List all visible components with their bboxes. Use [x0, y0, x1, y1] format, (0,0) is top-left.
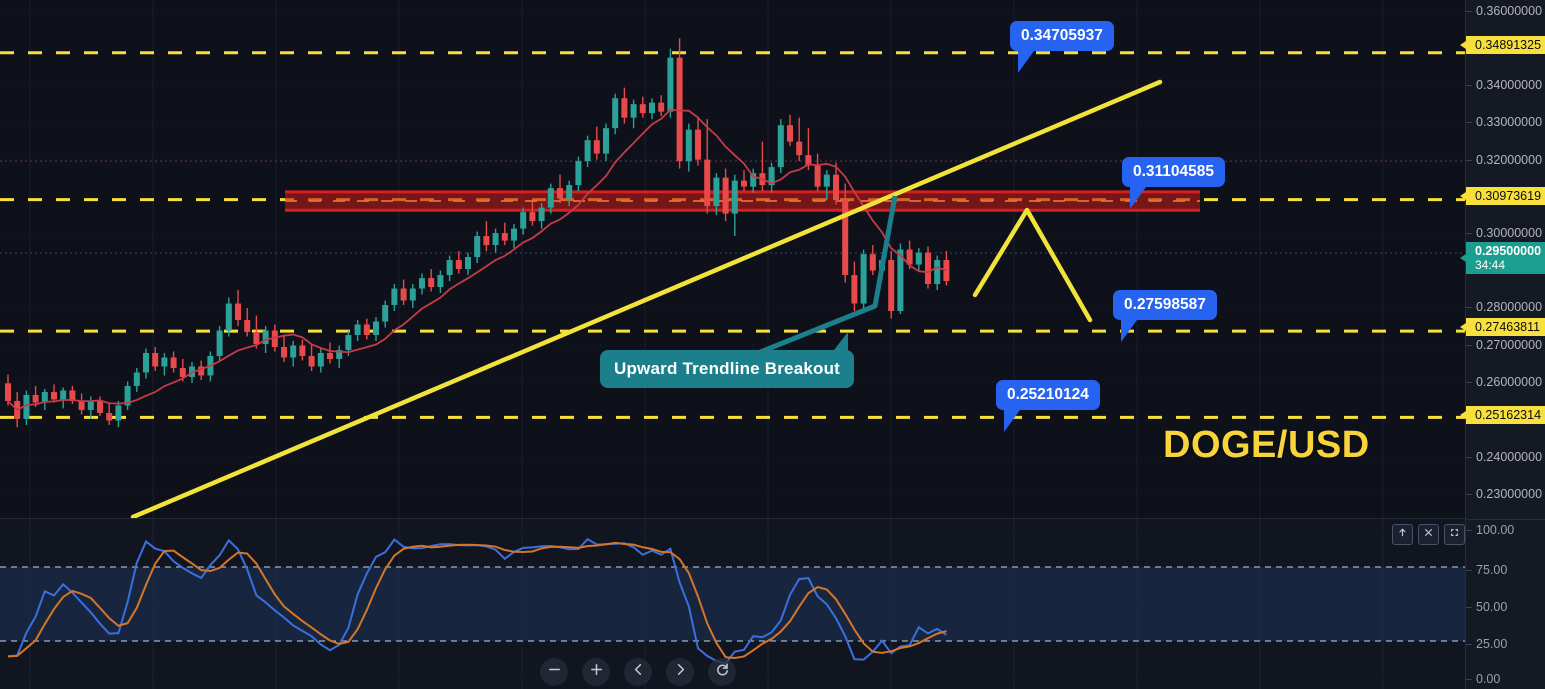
indicator-maximize-button[interactable] [1444, 524, 1465, 545]
axis-tickmark [1466, 679, 1472, 680]
axis-tickmark [1466, 122, 1472, 123]
maximize-icon [1448, 526, 1461, 544]
callout-value: 0.31104585 [1133, 163, 1215, 180]
callout-value: 0.34705937 [1021, 27, 1103, 44]
price-axis-tick: 0.34000000 [1476, 78, 1543, 92]
price-axis-tick: 0.30000000 [1476, 226, 1543, 240]
reset-chart-button[interactable] [708, 658, 736, 686]
callout-resistance-zone[interactable]: 0.31104585 [1122, 157, 1226, 209]
annotation-tail [834, 332, 849, 350]
price-axis[interactable]: 0.36000000 0.34000000 0.33000000 0.32000000… [1460, 0, 1545, 689]
alert-price-label: 0.30973619 [1475, 189, 1542, 203]
arrow-up-icon [1396, 526, 1409, 544]
axis-tickmark [1466, 345, 1472, 346]
axis-tickmark [1466, 233, 1472, 234]
axis-tickmark [1466, 607, 1472, 608]
axis-tickmark [1466, 85, 1472, 86]
indicator-axis-tick: 50.00 [1476, 600, 1508, 614]
pane-divider [0, 518, 1465, 519]
axis-tickmark [1466, 494, 1472, 495]
callout-tail [1121, 319, 1137, 342]
price-axis-tick: 0.27000000 [1476, 338, 1543, 352]
axis-tickmark [1466, 530, 1472, 531]
zoom-in-button[interactable] [582, 658, 610, 686]
alert-price-label: 0.34891325 [1475, 38, 1542, 52]
stochastic-indicator-pane[interactable] [0, 519, 1465, 689]
stochastic-canvas [0, 519, 1465, 689]
indicator-close-button[interactable] [1418, 524, 1439, 545]
scroll-left-button[interactable] [624, 658, 652, 686]
callout-value: 0.27598587 [1124, 296, 1206, 313]
price-axis-tick: 0.28000000 [1476, 300, 1543, 314]
candle-countdown: 34:44 [1475, 258, 1506, 272]
axis-tickmark [1466, 160, 1472, 161]
callout-value: 0.25210124 [1007, 386, 1089, 403]
price-axis-tick: 0.33000000 [1476, 115, 1543, 129]
callout-tail [1004, 409, 1020, 432]
zoom-out-button[interactable] [540, 658, 568, 686]
scroll-right-button[interactable] [666, 658, 694, 686]
price-alert-badge[interactable]: 0.30973619 [1460, 187, 1545, 205]
chevron-right-icon [672, 661, 689, 683]
indicator-axis-tick: 0.00 [1476, 672, 1501, 686]
close-icon [1422, 526, 1435, 544]
price-axis-tick: 0.24000000 [1476, 450, 1543, 464]
chevron-left-icon [630, 661, 647, 683]
axis-tickmark [1466, 307, 1472, 308]
current-price-value: 0.29500000 [1475, 244, 1542, 258]
callout-support-target[interactable]: 0.27598587 [1113, 290, 1217, 342]
chart-toolbar[interactable] [540, 658, 736, 686]
price-axis-tick: 0.32000000 [1476, 153, 1543, 167]
price-alert-badge[interactable]: 0.34891325 [1460, 36, 1545, 54]
plus-icon [588, 661, 605, 683]
axis-tickmark [1466, 457, 1472, 458]
alert-price-label: 0.27463811 [1475, 320, 1541, 334]
price-chart-pane[interactable] [0, 0, 1465, 519]
alert-price-label: 0.25162314 [1475, 408, 1542, 422]
indicator-move-up-button[interactable] [1392, 524, 1413, 545]
axis-tickmark [1466, 570, 1472, 571]
symbol-watermark: DOGE/USD [1163, 424, 1370, 466]
axis-tickmark [1466, 644, 1472, 645]
callout-tail [1130, 186, 1146, 209]
indicator-axis-tick: 100.00 [1476, 523, 1515, 537]
callout-support-low[interactable]: 0.25210124 [996, 380, 1100, 432]
callout-tail [1018, 50, 1034, 73]
reset-icon [714, 661, 731, 683]
indicator-axis-tick: 75.00 [1476, 563, 1508, 577]
current-price-badge[interactable]: 0.29500000 34:44 [1460, 242, 1545, 274]
price-axis-tick: 0.23000000 [1476, 487, 1543, 501]
axis-tickmark [1466, 11, 1472, 12]
price-chart-canvas [0, 0, 1465, 519]
axis-tickmark [1466, 382, 1472, 383]
minus-icon [546, 661, 563, 683]
breakout-annotation[interactable]: Upward Trendline Breakout [600, 332, 855, 388]
price-alert-badge[interactable]: 0.27463811 [1460, 318, 1545, 336]
indicator-controls[interactable] [1392, 524, 1465, 545]
price-axis-tick: 0.26000000 [1476, 375, 1543, 389]
callout-resistance-high[interactable]: 0.34705937 [1010, 21, 1114, 73]
indicator-axis-tick: 25.00 [1476, 637, 1508, 651]
price-axis-tick: 0.36000000 [1476, 4, 1543, 18]
axis-divider [1465, 519, 1545, 520]
price-alert-badge[interactable]: 0.25162314 [1460, 406, 1545, 424]
breakout-annotation-label: Upward Trendline Breakout [614, 359, 841, 378]
